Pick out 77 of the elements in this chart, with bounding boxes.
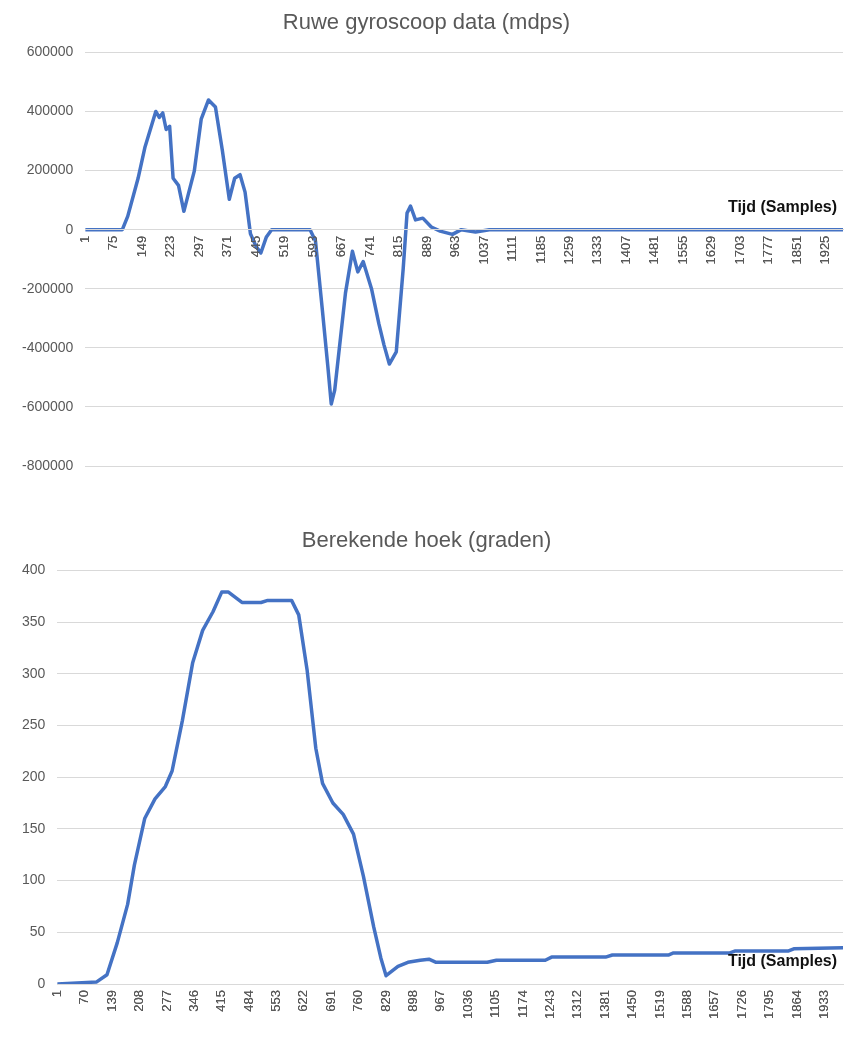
x-tick-label: 519 — [276, 235, 292, 258]
x-tick-label: 1036 — [459, 990, 475, 1019]
x-tick-label: 622 — [295, 990, 311, 1012]
x-tick-label: 1703 — [731, 235, 747, 265]
x-tick-label: 1243 — [542, 990, 557, 1019]
chart-title: Berekende hoek (graden) — [301, 527, 552, 553]
y-tick-label: 200000 — [26, 161, 74, 178]
x-tick-label: 967 — [432, 990, 448, 1012]
y-tick-label: 250 — [22, 716, 46, 733]
x-tick-label: 1864 — [788, 990, 804, 1019]
y-tick-label: -200000 — [21, 279, 74, 296]
x-tick-label: 1312 — [569, 990, 585, 1019]
x-tick-label: 70 — [76, 990, 92, 1005]
x-tick-label: 1588 — [678, 990, 694, 1019]
x-tick-label: 1851 — [788, 235, 804, 265]
y-tick-label: -400000 — [21, 338, 74, 355]
x-axis-title: Tijd (Samples) — [727, 952, 837, 970]
x-tick-label: 1450 — [624, 990, 640, 1019]
x-tick-label: 741 — [361, 235, 377, 258]
y-tick-label: 100 — [22, 871, 46, 888]
x-tick-label: 1 — [48, 990, 64, 998]
x-tick-label: 208 — [131, 990, 147, 1012]
y-tick-label: 600000 — [26, 43, 74, 60]
x-tick-label: 691 — [322, 990, 338, 1012]
x-tick-label: 445 — [247, 235, 263, 258]
x-tick-label: 1933 — [815, 990, 831, 1019]
x-axis-title: Tijd (Samples) — [727, 198, 837, 216]
x-tick-label: 1555 — [674, 235, 690, 265]
x-tick-label: 1407 — [617, 235, 633, 265]
x-tick-label: 898 — [405, 990, 421, 1012]
x-tick-label: 149 — [133, 235, 149, 258]
x-tick-label: 1925 — [817, 235, 833, 265]
x-tick-label: 1726 — [733, 990, 749, 1019]
x-tick-label: 829 — [377, 990, 393, 1012]
y-tick-label: -600000 — [21, 397, 74, 414]
x-tick-label: 346 — [185, 990, 201, 1012]
x-tick-label: 139 — [103, 990, 119, 1012]
y-tick-label: 0 — [37, 974, 46, 991]
x-tick-label: 553 — [268, 990, 284, 1012]
chart-title: Ruwe gyroscoop data (mdps) — [282, 9, 571, 35]
x-tick-label: 223 — [162, 235, 178, 258]
x-tick-label: 1185 — [532, 235, 548, 264]
x-tick-label: 1629 — [703, 235, 719, 265]
x-tick-label: 75 — [105, 235, 121, 251]
x-tick-label: 1333 — [589, 235, 605, 265]
y-tick-label: 150 — [22, 819, 46, 836]
y-tick-label: -800000 — [21, 456, 74, 473]
x-tick-label: 593 — [304, 235, 320, 258]
x-tick-label: 415 — [213, 990, 229, 1012]
y-tick-label: 400000 — [26, 102, 74, 119]
y-tick-label: 200 — [22, 768, 46, 785]
x-tick-label: 1657 — [706, 990, 722, 1019]
x-tick-label: 1174 — [514, 990, 530, 1018]
x-tick-label: 1 — [76, 235, 92, 243]
x-tick-label: 1259 — [561, 235, 576, 265]
x-tick-label: 1795 — [761, 990, 777, 1019]
x-tick-label: 1481 — [646, 235, 662, 265]
x-tick-label: 277 — [158, 990, 174, 1012]
x-tick-label: 1105 — [487, 990, 503, 1018]
y-tick-label: 400 — [22, 561, 46, 578]
x-tick-label: 1519 — [651, 990, 667, 1019]
x-tick-label: 760 — [350, 990, 366, 1012]
x-tick-label: 1381 — [596, 990, 612, 1019]
x-tick-label: 371 — [219, 235, 235, 258]
x-tick-label: 297 — [190, 235, 206, 258]
x-tick-label: 667 — [333, 235, 349, 258]
y-tick-label: 350 — [22, 612, 46, 629]
x-tick-label: 484 — [240, 990, 256, 1012]
x-tick-label: 1037 — [475, 235, 491, 265]
x-tick-label: 963 — [447, 235, 463, 258]
x-tick-label: 889 — [418, 235, 434, 258]
y-tick-label: 300 — [22, 664, 46, 681]
y-tick-label: 0 — [65, 220, 74, 237]
x-tick-label: 1777 — [760, 235, 776, 265]
x-tick-label: 815 — [390, 235, 406, 258]
x-tick-label: 1111 — [504, 235, 520, 262]
y-tick-label: 50 — [29, 923, 46, 940]
